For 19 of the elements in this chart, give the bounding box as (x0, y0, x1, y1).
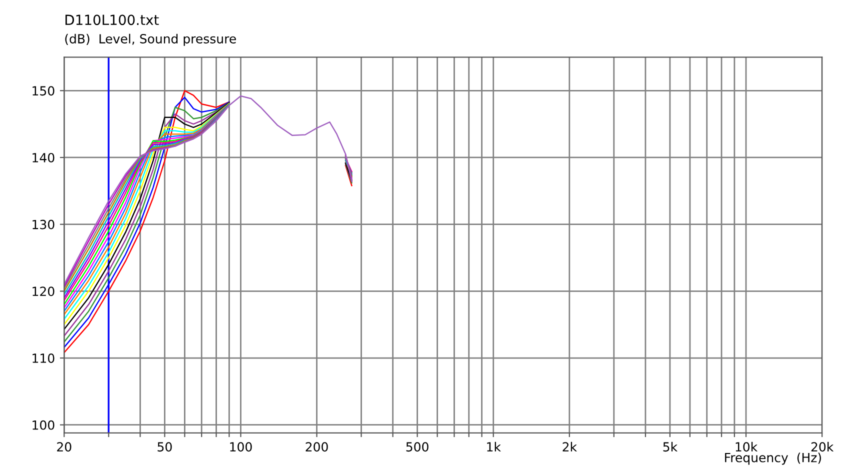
x-axis-title: Frequency (Hz) (725, 452, 821, 465)
y-tick-label: 120 (32, 286, 54, 296)
x-tick-label: 2k (562, 442, 577, 452)
y-tick-label: 110 (32, 353, 54, 363)
x-tick-label: 20k (811, 442, 834, 452)
y-tick-label: 140 (32, 152, 54, 162)
y-tick-label: 100 (32, 420, 54, 430)
x-tick-label: 1k (487, 442, 501, 452)
chart-title: D110L100.txt (66, 14, 159, 26)
x-tick-label: 20 (57, 442, 72, 452)
x-tick-label: 10k (736, 442, 758, 452)
y-tick-label: 130 (32, 220, 54, 230)
x-tick-label: 100 (230, 442, 252, 452)
x-tick-label: 5k (663, 442, 678, 452)
y-tick-label: 150 (32, 86, 54, 96)
x-tick-label: 500 (406, 442, 428, 452)
x-tick-label: 50 (158, 442, 172, 452)
y-axis-title: (dB) Level, Sound pressure (65, 34, 236, 46)
x-tick-label: 200 (306, 442, 328, 452)
